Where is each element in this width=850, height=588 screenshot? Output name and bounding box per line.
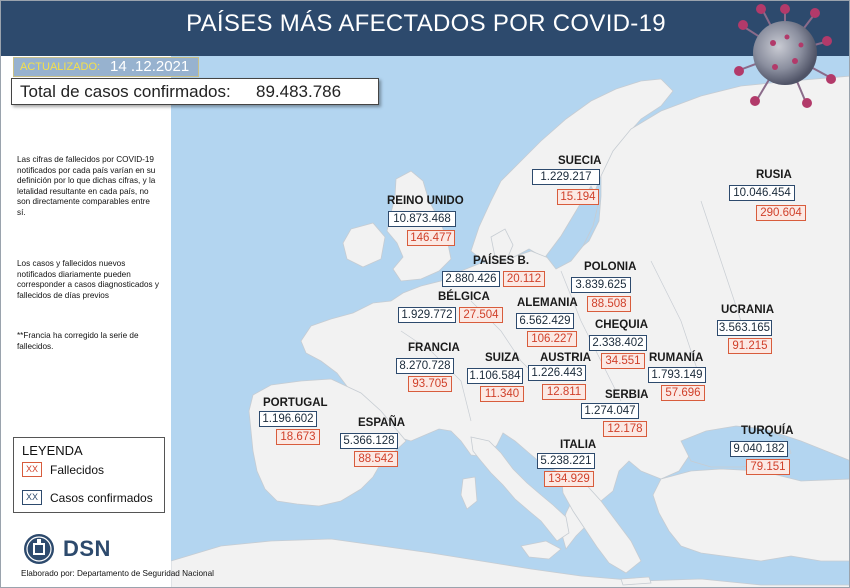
note-daily-reports: Los casos y fallecidos nuevos notificado… [17, 259, 159, 300]
cases-portugal: 1.196.602 [259, 411, 317, 427]
cases-ucrania: 3.563.165 [717, 320, 772, 336]
cases-suecia: 1.229.217 [532, 169, 600, 185]
total-cases-value: 89.483.786 [256, 82, 342, 101]
country-name-reino-unido: REINO UNIDO [387, 195, 464, 207]
cases-reino-unido: 10.873.468 [388, 211, 456, 227]
update-date: 14 .12.2021 [110, 58, 190, 75]
legend-deaths-label: Fallecidos [50, 463, 105, 477]
sicily-land [520, 540, 562, 560]
country-name-polonia: POLONIA [584, 261, 637, 273]
deaths-ucrania: 91.215 [728, 338, 772, 354]
deaths-chequia: 34.551 [601, 353, 645, 369]
cases-austria: 1.226.443 [528, 365, 586, 381]
deaths-rumania: 57.696 [661, 385, 705, 401]
legend-cases-swatch: XX [22, 490, 42, 505]
legend-title: LEYENDA [22, 443, 83, 458]
italy-land [470, 436, 570, 542]
deaths-turquia: 79.151 [746, 459, 790, 475]
deaths-paises-b: 20.112 [503, 271, 545, 287]
cases-serbia: 1.274.047 [581, 403, 639, 419]
country-name-alemania: ALEMANIA [517, 297, 578, 309]
deaths-portugal: 18.673 [276, 429, 320, 445]
cases-rusia: 10.046.454 [729, 185, 795, 201]
deaths-italia: 134.929 [544, 471, 594, 487]
country-name-turquia: TURQUÍA [741, 425, 794, 437]
country-name-rusia: RUSIA [756, 169, 792, 181]
legend-deaths-swatch: XX [22, 462, 42, 477]
cases-chequia: 2.338.402 [589, 335, 647, 351]
deaths-belgica: 27.504 [459, 307, 503, 323]
country-name-francia: FRANCIA [408, 342, 460, 354]
legend: LEYENDA XX Fallecidos XX Casos confirmad… [13, 437, 165, 513]
cases-italia: 5.238.221 [537, 453, 595, 469]
update-badge: ACTUALIZADO: 14 .12.2021 [13, 57, 199, 77]
dsn-logo-text: DSN [63, 536, 111, 561]
country-name-espana: ESPAÑA [358, 417, 406, 429]
cases-polonia: 3.839.625 [571, 277, 631, 293]
deaths-francia: 93.705 [408, 376, 452, 392]
cases-suiza: 1.106.584 [467, 368, 523, 384]
country-name-belgica: BÉLGICA [438, 291, 490, 303]
balkans-land [560, 470, 642, 574]
header-bar [1, 1, 849, 56]
country-name-ucrania: UCRANIA [721, 304, 775, 316]
note-france-correction: **Francia ha corregido la serie de falle… [17, 331, 139, 351]
total-cases-box: Total de casos confirmados: 89.483.786 [11, 78, 379, 105]
country-name-italia: ITALIA [560, 439, 597, 451]
africa-land [170, 538, 849, 587]
deaths-espana: 88.542 [354, 451, 398, 467]
coronavirus-icon [734, 4, 836, 108]
cases-rumania: 1.793.149 [648, 367, 706, 383]
total-cases-label: Total de casos confirmados: [20, 82, 231, 101]
cases-paises-b: 2.880.426 [442, 271, 500, 287]
crete-land [620, 576, 652, 586]
country-name-chequia: CHEQUIA [595, 319, 649, 331]
note-death-definitions: Las cifras de fallecidos por COVID-19 no… [17, 155, 156, 217]
dsn-emblem-icon [24, 534, 54, 564]
cases-espana: 5.366.128 [340, 433, 398, 449]
page-title: PAÍSES MÁS AFECTADOS POR COVID-19 [186, 10, 666, 37]
country-name-suiza: SUIZA [485, 352, 520, 364]
country-name-serbia: SERBIA [605, 389, 649, 401]
credit-line: Elaborado por: Departamento de Seguridad… [21, 569, 214, 578]
baltic-sea [545, 185, 600, 270]
deaths-reino-unido: 146.477 [407, 230, 455, 246]
legend-cases-label: Casos confirmados [50, 491, 153, 505]
deaths-serbia: 12.178 [603, 421, 647, 437]
cases-francia: 8.270.728 [396, 358, 454, 374]
deaths-polonia: 88.508 [587, 296, 631, 312]
ireland-land [342, 222, 386, 268]
country-name-paises-b: PAÍSES B. [473, 255, 530, 267]
deaths-austria: 12.811 [542, 384, 586, 400]
update-label: ACTUALIZADO: [20, 61, 101, 73]
deaths-alemania: 106.227 [527, 331, 577, 347]
country-name-portugal: PORTUGAL [263, 397, 328, 409]
deaths-rusia: 290.604 [756, 205, 806, 221]
deaths-suiza: 11.340 [480, 386, 524, 402]
country-name-rumania: RUMANÍA [649, 352, 704, 364]
iberia-land [248, 378, 407, 507]
cases-alemania: 6.562.429 [516, 313, 574, 329]
country-name-austria: AUSTRIA [540, 352, 592, 364]
country-name-suecia: SUECIA [558, 155, 602, 167]
sardinia-land [460, 476, 478, 510]
cases-belgica: 1.929.772 [398, 307, 456, 323]
denmark-land [490, 228, 514, 260]
deaths-suecia: 15.194 [557, 189, 599, 205]
cases-turquia: 9.040.182 [730, 441, 788, 457]
